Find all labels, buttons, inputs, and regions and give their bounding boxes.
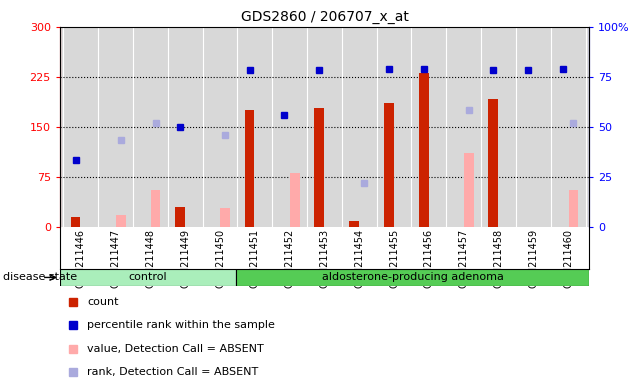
Text: value, Detection Call = ABSENT: value, Detection Call = ABSENT [87,344,264,354]
Text: percentile rank within the sample: percentile rank within the sample [87,320,275,330]
Bar [464,153,474,227]
Text: disease state: disease state [3,272,77,283]
Bar [236,269,589,286]
Bar [419,73,428,227]
Text: GSM211450: GSM211450 [215,229,225,288]
Text: GSM211457: GSM211457 [459,229,469,288]
Bar [220,208,230,227]
Bar [349,221,359,227]
Text: GSM211456: GSM211456 [424,229,434,288]
Text: control: control [129,272,168,283]
Text: GSM211458: GSM211458 [493,229,503,288]
Text: GSM211453: GSM211453 [319,229,329,288]
Text: count: count [87,297,118,307]
Title: GDS2860 / 206707_x_at: GDS2860 / 206707_x_at [241,10,408,25]
Bar [71,217,81,227]
Text: GSM211454: GSM211454 [354,229,364,288]
Text: GSM211455: GSM211455 [389,229,399,288]
Text: GSM211446: GSM211446 [76,229,86,288]
Bar [568,190,578,227]
Bar [116,215,125,227]
Bar [151,190,161,227]
Bar [290,173,300,227]
Text: GSM211447: GSM211447 [110,229,120,288]
Text: GSM211452: GSM211452 [285,229,295,288]
Text: aldosterone-producing adenoma: aldosterone-producing adenoma [322,272,503,283]
Bar [244,110,255,227]
Text: GSM211451: GSM211451 [250,229,260,288]
Text: GSM211449: GSM211449 [180,229,190,288]
Bar [175,207,185,227]
Text: GSM211448: GSM211448 [146,229,156,288]
Bar [488,99,498,227]
Bar [60,269,236,286]
Bar [314,108,324,227]
Text: rank, Detection Call = ABSENT: rank, Detection Call = ABSENT [87,367,258,377]
Text: GSM211459: GSM211459 [529,229,539,288]
Text: GSM211460: GSM211460 [563,229,573,288]
Bar [384,103,394,227]
